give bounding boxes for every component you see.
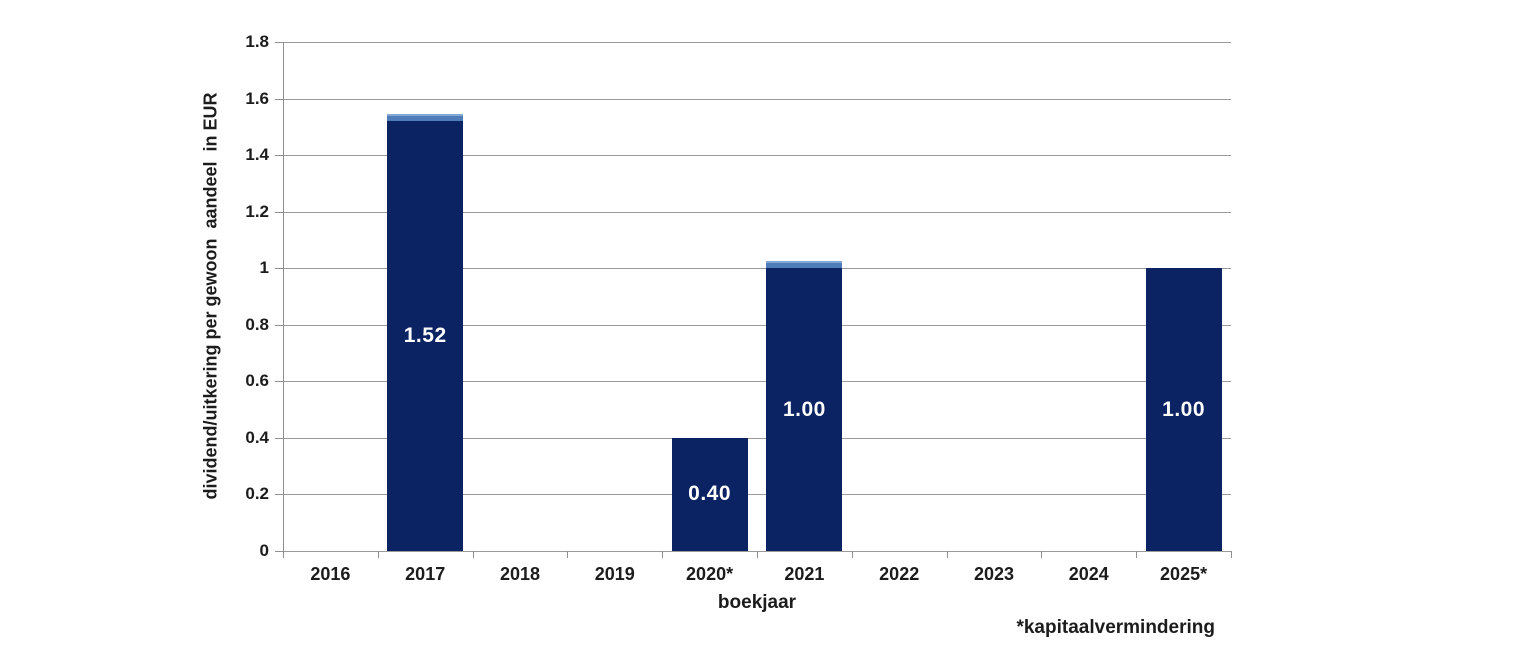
y-tick — [275, 155, 283, 156]
y-tick — [275, 212, 283, 213]
gridline — [283, 99, 1231, 100]
gridline — [283, 268, 1231, 269]
plot-area: 1.8 1.6 1.4 1.2 1 0.8 0.6 0.4 0.2 0 2016 1.52 2017 20… — [245, 32, 1232, 584]
y-tick — [275, 438, 283, 439]
y-tick-label: 1.6 — [245, 89, 269, 108]
y-tick — [275, 42, 283, 43]
y-tick-label: 1.4 — [245, 145, 269, 164]
bar-value-label-2017: 1.52 — [403, 324, 447, 348]
y-tick-label: 1.8 — [245, 32, 269, 51]
gridline — [283, 494, 1231, 495]
y-tick — [275, 551, 283, 552]
chart-footnote: *kapitaalvermindering — [1016, 617, 1215, 638]
bar-2021 — [766, 268, 843, 551]
x-tick-label-2023: 2023 — [973, 564, 1015, 584]
x-tick — [1231, 551, 1232, 558]
x-tick — [473, 551, 474, 558]
x-tick — [283, 551, 284, 558]
y-tick-label: 0.8 — [245, 315, 269, 334]
y-tick-label: 0 — [259, 541, 269, 560]
x-tick — [662, 551, 663, 558]
bar-2025 — [1145, 268, 1222, 551]
y-tick — [275, 99, 283, 100]
y-tick-label: 1 — [259, 258, 269, 277]
x-tick-label-2018: 2018 — [499, 564, 541, 584]
x-tick-label-2022: 2022 — [879, 564, 920, 584]
x-tick-label-2021: 2021 — [784, 564, 825, 584]
x-tick-label-2020: 2020* — [686, 564, 734, 584]
gridline — [283, 325, 1231, 326]
x-tick-label-2024: 2024 — [1068, 564, 1109, 584]
y-tick-label: 1.2 — [245, 202, 269, 221]
bar-value-label-2025: 1.00 — [1162, 397, 1206, 421]
x-tick — [1136, 551, 1137, 558]
bar-cap-2021 — [766, 261, 843, 269]
bar-2020 — [671, 437, 748, 551]
gridline — [283, 155, 1231, 156]
x-tick — [757, 551, 758, 558]
gridline — [283, 42, 1231, 43]
gridline — [283, 212, 1231, 213]
x-tick-label-2019: 2019 — [594, 564, 635, 584]
x-tick — [378, 551, 379, 558]
bar-value-label-2020: 0.40 — [688, 482, 732, 506]
x-tick — [567, 551, 568, 558]
gridline — [283, 381, 1231, 382]
y-tick-label: 0.6 — [245, 371, 269, 390]
bar-cap-2017 — [387, 114, 464, 122]
y-tick — [275, 381, 283, 382]
y-axis-line — [283, 42, 284, 551]
y-tick — [275, 494, 283, 495]
bar-2017 — [387, 121, 464, 551]
x-tick — [947, 551, 948, 558]
y-tick-label: 0.2 — [245, 484, 269, 503]
x-tick-label-2025: 2025* — [1160, 564, 1208, 584]
gridline — [283, 438, 1231, 439]
x-tick — [1041, 551, 1042, 558]
x-tick — [852, 551, 853, 558]
y-tick-label: 0.4 — [245, 428, 269, 447]
y-tick — [275, 268, 283, 269]
x-axis-title: boekjaar — [717, 592, 797, 613]
y-tick — [275, 325, 283, 326]
x-tick-label-2016: 2016 — [310, 564, 351, 584]
x-tick-label-2017: 2017 — [405, 564, 446, 584]
bar-value-label-2021: 1.00 — [782, 397, 826, 421]
